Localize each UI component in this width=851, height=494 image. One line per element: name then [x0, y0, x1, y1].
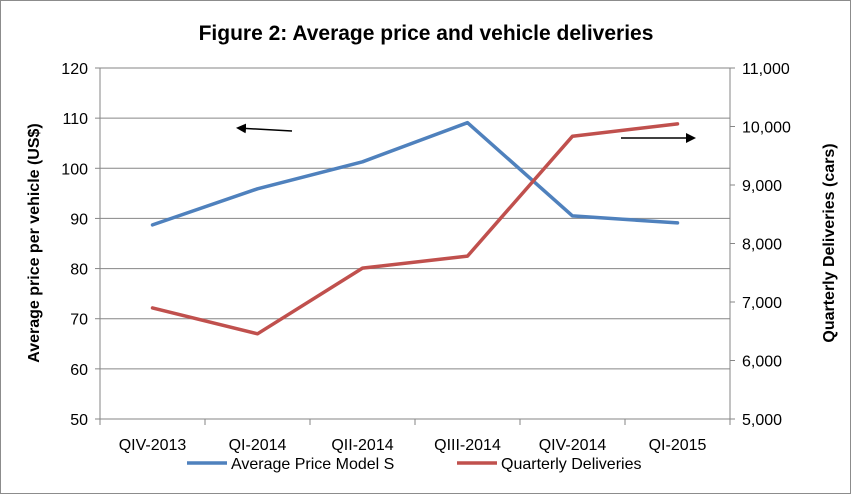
right-tick-label: 7,000 — [742, 295, 782, 312]
right-axis-title: Quarterly Deliveries (cars) — [821, 143, 838, 342]
x-axis-ticks: QIV-2013 QI-2014 QII-2014 QIII-2014 QIV-2014… — [119, 437, 707, 454]
left-axis-arrow — [236, 123, 293, 134]
annotations — [236, 123, 696, 143]
left-tick-label: 50 — [70, 412, 88, 429]
left-tick-label: 110 — [62, 111, 88, 128]
right-tick-label: 6,000 — [742, 354, 782, 371]
legend-label: Average Price Model S — [231, 456, 394, 473]
legend: Average Price Model S Quarterly Deliverie… — [187, 456, 641, 473]
right-tick-label: 9,000 — [742, 178, 782, 195]
series-line-average-price — [150, 120, 680, 227]
left-tick-label: 80 — [70, 262, 88, 279]
right-axis-ticks: 5,000 6,000 7,000 8,000 9,000 10,000 11,000 — [742, 61, 791, 429]
x-tick-label: QI-2015 — [649, 437, 707, 454]
chart-title: Figure 2: Average price and vehicle deli… — [199, 22, 654, 45]
axes — [95, 67, 735, 425]
right-tick-label: 11,000 — [742, 61, 790, 78]
left-tick-label: 90 — [70, 211, 88, 228]
right-tick-label: 8,000 — [742, 237, 782, 254]
x-tick-label: QI-2014 — [229, 437, 287, 454]
left-tick-label: 120 — [61, 61, 88, 78]
legend-label: Quarterly Deliveries — [501, 456, 641, 473]
x-tick-label: QIII-2014 — [434, 437, 501, 454]
right-tick-label: 5,000 — [742, 412, 782, 429]
left-tick-label: 100 — [61, 161, 88, 178]
left-tick-label: 60 — [70, 362, 88, 379]
left-axis-ticks: 50 60 70 80 90 100 110 120 — [61, 61, 88, 429]
left-axis-title: Average price per vehicle (US$) — [26, 123, 43, 363]
series-layer — [150, 120, 680, 336]
x-tick-label: QIV-2013 — [119, 437, 187, 454]
series-line-quarterly-deliveries — [150, 122, 680, 336]
x-tick-label: QII-2014 — [331, 437, 393, 454]
gridlines — [100, 67, 730, 370]
left-tick-label: 70 — [70, 312, 88, 329]
x-tick-label: QIV-2014 — [539, 437, 607, 454]
right-tick-label: 10,000 — [742, 120, 791, 137]
